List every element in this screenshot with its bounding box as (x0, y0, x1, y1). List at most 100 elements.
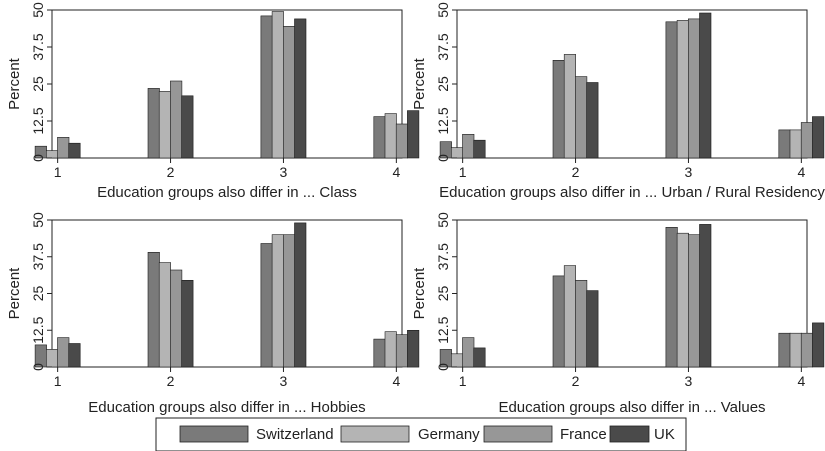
y-tick-label: 50 (30, 2, 46, 18)
x-tick-label: 3 (280, 164, 288, 180)
bar-france-1 (57, 337, 70, 368)
bar-uk-3 (294, 18, 307, 159)
bar-uk-2 (181, 279, 194, 368)
plot-frame (456, 219, 808, 368)
bar-uk-4 (812, 116, 825, 159)
y-axis-title: Percent (6, 57, 23, 110)
plot-frame (456, 9, 808, 159)
bar-france-2 (575, 76, 588, 159)
bar-france-1 (462, 337, 475, 368)
bar-germany-3 (271, 234, 284, 368)
bar-germany-4 (789, 129, 802, 159)
plot-frame (51, 9, 403, 159)
legend-swatch-france (483, 425, 553, 443)
y-tick-label: 37.5 (30, 33, 46, 60)
y-tick-label: 12.5 (435, 107, 451, 134)
bar-germany-2 (563, 54, 577, 159)
x-tick-label: 1 (54, 373, 62, 389)
bar-germany-1 (450, 353, 464, 368)
y-tick-label: 0 (435, 154, 451, 162)
bar-uk-2 (586, 82, 599, 159)
legend-swatch-germany (340, 425, 410, 443)
x-axis-title: Education groups also differ in ... Valu… (498, 399, 765, 416)
bar-switzerland-3 (665, 227, 678, 368)
bar-france-2 (575, 279, 588, 368)
y-tick-label: 25 (435, 286, 451, 302)
x-axis-title: Education groups also differ in ... Clas… (97, 184, 357, 201)
x-tick-label: 2 (167, 373, 175, 389)
bar-switzerland-4 (373, 116, 386, 159)
bar-germany-1 (45, 150, 59, 159)
x-tick-label: 1 (459, 164, 467, 180)
bar-france-1 (57, 137, 70, 159)
bar-france-1 (462, 134, 475, 159)
legend-label-france: France (560, 426, 607, 443)
bar-switzerland-2 (147, 88, 160, 159)
bar-switzerland-4 (373, 338, 386, 368)
bar-switzerland-3 (260, 243, 273, 368)
y-axis-title: Percent (6, 267, 23, 320)
bar-france-3 (687, 18, 701, 159)
y-tick-label: 50 (435, 212, 451, 228)
bar-germany-2 (158, 91, 171, 159)
bar-switzerland-2 (552, 275, 565, 368)
bar-france-4 (800, 122, 814, 159)
legend-item-france: France (483, 425, 607, 443)
y-tick-label: 0 (435, 363, 451, 371)
bar-uk-1 (473, 347, 486, 368)
plot-frame (51, 219, 403, 368)
x-tick-label: 1 (54, 164, 62, 180)
x-tick-label: 2 (572, 164, 580, 180)
bar-uk-1 (68, 142, 81, 159)
bar-uk-3 (294, 222, 307, 368)
y-tick-label: 50 (30, 212, 46, 228)
bar-germany-1 (45, 349, 59, 368)
bar-germany-3 (271, 11, 284, 159)
bar-france-4 (800, 332, 814, 368)
x-tick-label: 4 (392, 164, 400, 180)
legend-item-germany: Germany (340, 425, 480, 443)
bar-france-4 (395, 123, 409, 159)
y-tick-label: 25 (30, 286, 46, 302)
x-tick-label: 3 (280, 373, 288, 389)
y-tick-label: 37.5 (435, 243, 451, 270)
bar-uk-3 (699, 12, 712, 159)
y-tick-label: 50 (435, 2, 451, 18)
chart-panel-2: 0 12.5 25 37.5 50 1 2 3 4 Percent Education groups… (411, 2, 825, 201)
bar-uk-1 (68, 343, 81, 368)
bar-france-2 (170, 269, 183, 368)
bar-switzerland-4 (778, 332, 791, 368)
legend: Switzerland Germany France UK (155, 417, 687, 451)
y-tick-label: 0 (30, 154, 46, 162)
bar-switzerland-4 (778, 129, 791, 159)
y-tick-label: 12.5 (30, 316, 46, 343)
bar-france-3 (687, 234, 701, 368)
bar-germany-2 (158, 262, 171, 368)
x-axis-title: Education groups also differ in ... Urba… (439, 184, 825, 201)
bar-uk-2 (181, 95, 194, 159)
y-axis-title: Percent (411, 57, 428, 110)
y-tick-label: 12.5 (435, 316, 451, 343)
legend-swatch-uk (609, 425, 650, 443)
bar-uk-4 (812, 322, 825, 368)
bar-switzerland-3 (260, 15, 273, 159)
bar-germany-3 (676, 232, 689, 368)
x-tick-label: 4 (797, 373, 805, 389)
y-tick-label: 25 (30, 76, 46, 92)
x-axis-title: Education groups also differ in ... Hobb… (88, 399, 365, 416)
bar-switzerland-3 (665, 21, 678, 159)
legend-label-germany: Germany (418, 426, 480, 443)
bar-uk-1 (473, 139, 486, 159)
bar-switzerland-2 (552, 59, 565, 159)
legend-swatch-switzerland (179, 425, 249, 443)
bar-germany-3 (676, 20, 689, 159)
bar-germany-1 (450, 147, 464, 159)
bar-france-3 (282, 234, 296, 368)
x-tick-label: 3 (685, 164, 693, 180)
x-tick-label: 2 (167, 164, 175, 180)
bar-germany-4 (789, 332, 802, 368)
y-tick-label: 12.5 (30, 107, 46, 134)
chart-panel-1: 0 12.5 25 37.5 50 1 2 3 4 Percent Education groups… (6, 2, 420, 201)
x-tick-label: 4 (392, 373, 400, 389)
bar-germany-4 (384, 113, 397, 159)
